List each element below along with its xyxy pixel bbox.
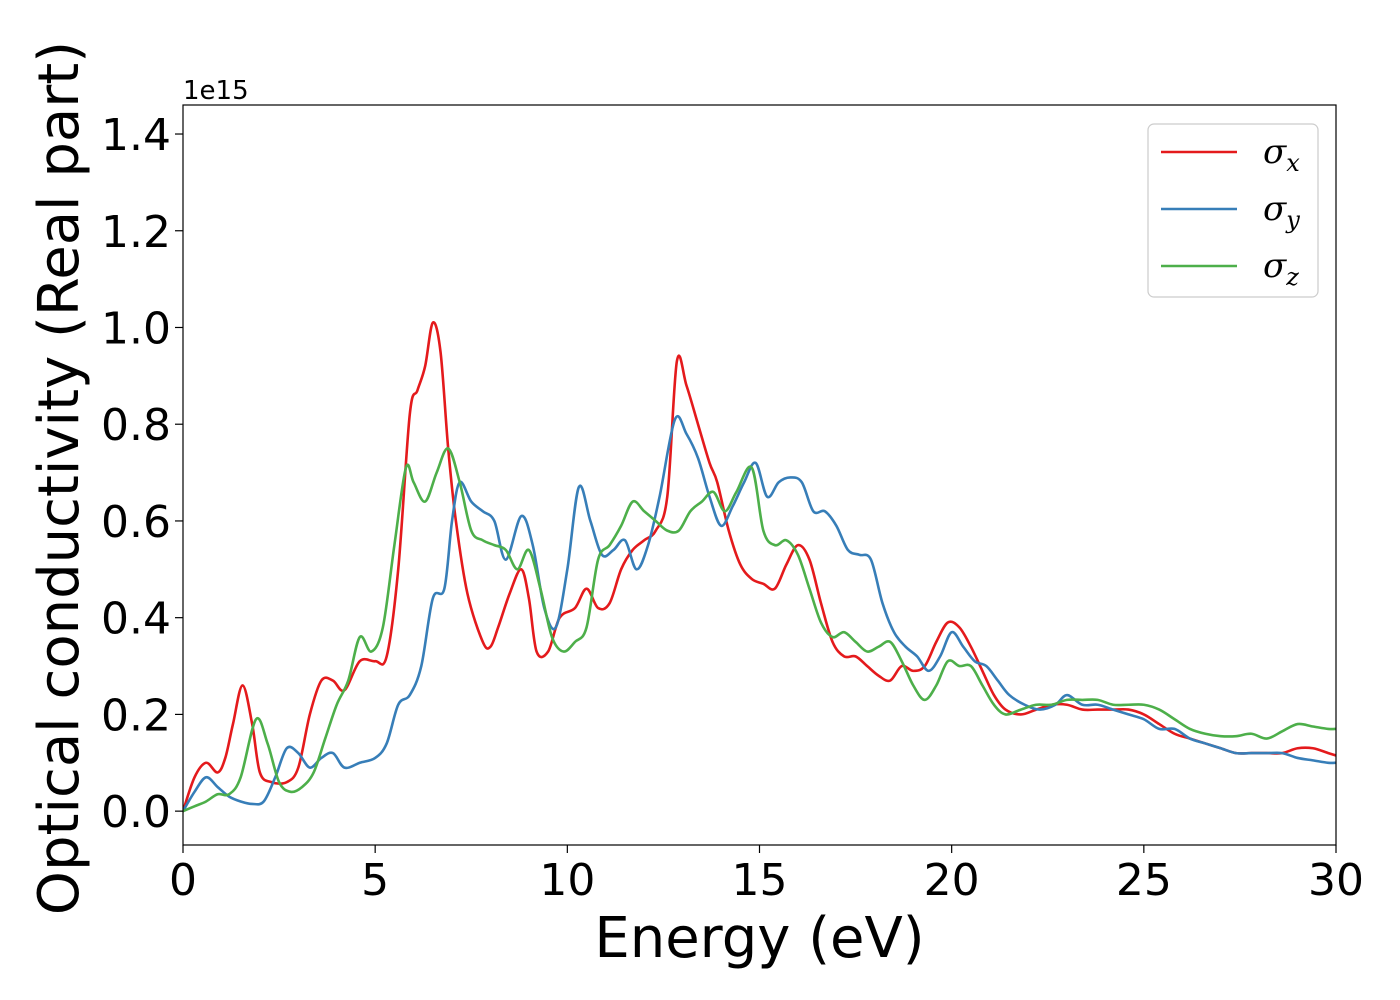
- y-tick-label: 0.8: [101, 400, 171, 451]
- y-axis: 0.0 0.2 0.4 0.6 0.8 1.0 1.2 1.4: [101, 110, 183, 838]
- x-axis-title: Energy (eV): [594, 906, 924, 971]
- y-tick-label: 0.4: [101, 594, 171, 645]
- x-tick-label: 20: [924, 855, 980, 906]
- legend: σx σy σz: [1147, 123, 1319, 298]
- legend-label-z: σz: [1263, 246, 1299, 291]
- y-tick-label: 1.4: [101, 110, 171, 161]
- x-tick-label: 15: [732, 855, 788, 906]
- y-tick-label: 1.2: [101, 207, 171, 258]
- series-line-x: [183, 321, 1336, 813]
- series-line-z: [183, 447, 1336, 813]
- x-tick-label: 5: [361, 855, 389, 906]
- legend-label-y: σy: [1263, 189, 1300, 234]
- series-line-y: [183, 415, 1336, 813]
- y-tick-label: 0.0: [101, 787, 171, 838]
- x-axis: 0 5 10 15 20 25 30: [169, 845, 1364, 906]
- y-tick-label: 1.0: [101, 303, 171, 354]
- y-tick-label: 0.2: [101, 690, 171, 741]
- plot-area: [182, 104, 1337, 846]
- x-tick-label: 30: [1308, 855, 1364, 906]
- x-tick-label: 0: [169, 855, 197, 906]
- legend-label-x: σx: [1263, 132, 1300, 177]
- series-layer: [183, 321, 1336, 813]
- x-tick-label: 25: [1116, 855, 1172, 906]
- y-tick-label: 0.6: [101, 497, 171, 548]
- y-axis-title: Optical conductivity (Real part): [27, 41, 92, 915]
- y-offset-label: 1e15: [183, 76, 249, 106]
- legend-frame: [1147, 123, 1319, 298]
- x-tick-label: 10: [539, 855, 595, 906]
